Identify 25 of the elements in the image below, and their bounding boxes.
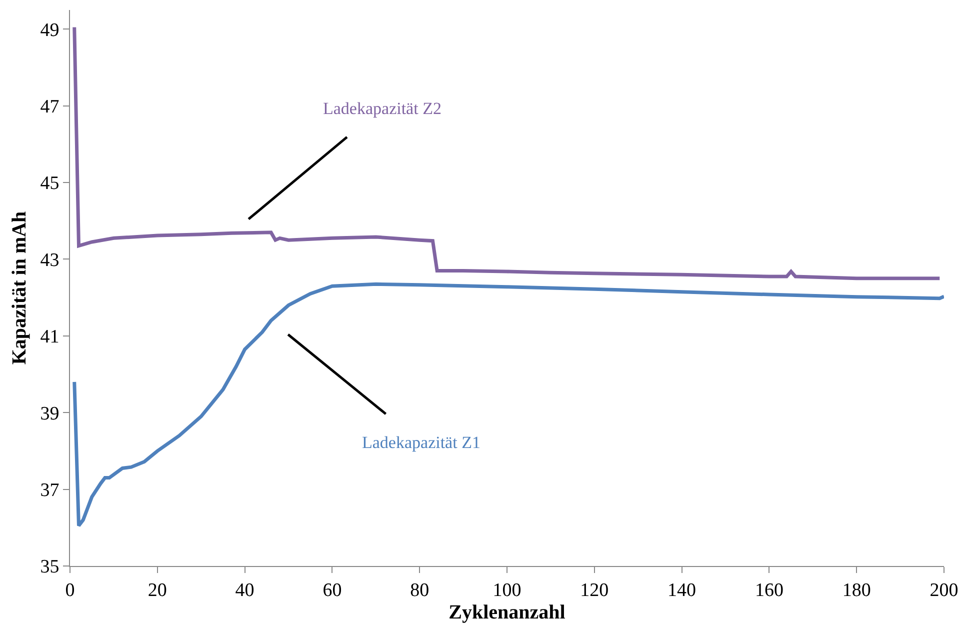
x-tick-label: 160: [754, 580, 784, 601]
y-tick-label: 39: [40, 403, 60, 424]
y-tick-label: 37: [40, 480, 60, 501]
x-tick-label: 40: [235, 580, 254, 601]
y-tick-label: 41: [40, 326, 60, 348]
x-tick-label: 120: [580, 580, 609, 601]
line-series: [72, 26, 942, 280]
y-tick-label: 47: [40, 96, 60, 118]
x-tick-label: 200: [930, 580, 958, 601]
text: Ladekapazität Z2: [323, 99, 442, 118]
y-tick-label: 49: [40, 20, 60, 41]
text: Ladekapazität Z1: [362, 433, 480, 452]
x-tick-label: 80: [410, 580, 430, 601]
x-tick-label: 100: [492, 580, 522, 601]
y-tick-label: 45: [40, 173, 60, 194]
y-tick-label: 35: [40, 556, 60, 578]
x-tick-label: 140: [668, 580, 696, 601]
line-series: [72, 282, 944, 528]
y-axis-title: Kapazität in mAh: [8, 211, 31, 365]
x-tick-label: 0: [65, 580, 75, 601]
x-tick-label: 180: [842, 580, 871, 601]
x-tick-label: 60: [322, 580, 342, 601]
x-axis-title: Zyklenanzahl: [448, 601, 566, 624]
y-tick-label: 43: [40, 250, 60, 271]
x-tick-label: 20: [148, 580, 167, 601]
